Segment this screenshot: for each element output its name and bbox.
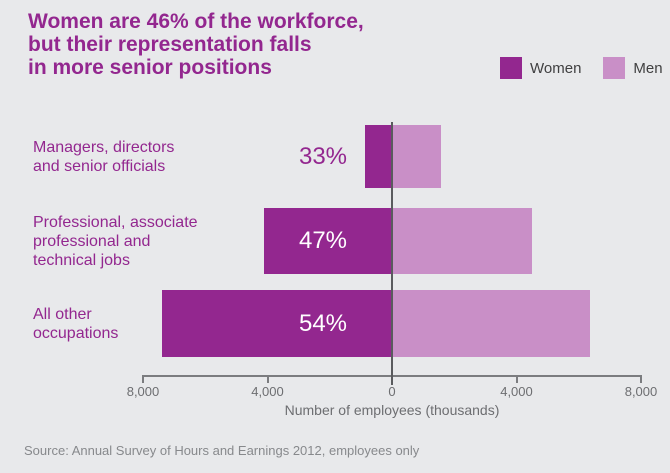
bar-women-2 xyxy=(162,290,392,357)
x-axis-tick-label-2: 0 xyxy=(388,384,396,399)
bar-women-0 xyxy=(364,125,392,188)
legend-women-swatch xyxy=(500,57,522,79)
zero-axis-line xyxy=(391,122,393,385)
x-axis-tick-label-3: 4,000 xyxy=(500,384,533,399)
chart-title: Women are 46% of the workforce, but thei… xyxy=(28,10,364,79)
category-label-2: All other occupations xyxy=(33,305,119,342)
x-axis-tick-label-0: 8,000 xyxy=(126,384,160,399)
bar-men-0 xyxy=(392,125,441,188)
x-axis-tick-label-4: 8,000 xyxy=(624,384,658,399)
percent-label-0: 33% xyxy=(298,143,348,170)
bar-men-2 xyxy=(392,290,590,357)
bar-women-1 xyxy=(264,208,392,274)
category-label-0: Managers, directors and senior officials xyxy=(33,138,175,175)
x-axis-title: Number of employees (thousands) xyxy=(284,402,500,418)
x-axis-tick-4 xyxy=(640,375,642,383)
x-axis-tick-label-1: 4,000 xyxy=(251,384,284,399)
category-label-1: Professional, associate professional and… xyxy=(33,213,198,269)
percent-label-1: 47% xyxy=(298,227,348,254)
legend-women-label: Women xyxy=(530,59,582,77)
source-note: Source: Annual Survey of Hours and Earni… xyxy=(24,443,420,458)
x-axis-tick-1 xyxy=(266,375,269,383)
x-axis-tick-3 xyxy=(515,375,518,383)
percent-label-2: 54% xyxy=(298,310,348,337)
legend-men-label: Men xyxy=(633,59,663,77)
legend-men-swatch xyxy=(603,57,626,79)
x-axis-tick-0 xyxy=(142,375,144,383)
bar-men-1 xyxy=(392,208,533,274)
legend: Women Men xyxy=(500,57,663,79)
